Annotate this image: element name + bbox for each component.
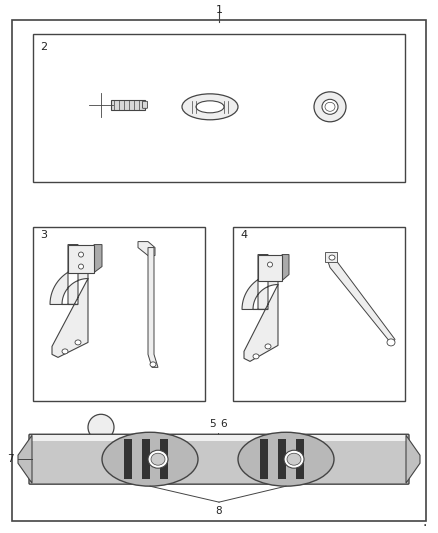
Ellipse shape xyxy=(75,340,81,345)
FancyBboxPatch shape xyxy=(296,439,304,479)
Text: .: . xyxy=(423,515,427,529)
Text: 2: 2 xyxy=(40,42,47,52)
Ellipse shape xyxy=(253,354,259,359)
Ellipse shape xyxy=(268,262,272,267)
Text: 8: 8 xyxy=(215,506,223,516)
Polygon shape xyxy=(328,257,395,344)
FancyBboxPatch shape xyxy=(160,439,168,479)
Ellipse shape xyxy=(322,99,338,114)
Text: 5: 5 xyxy=(209,419,216,429)
Ellipse shape xyxy=(150,362,156,367)
FancyBboxPatch shape xyxy=(111,100,145,110)
Ellipse shape xyxy=(314,92,346,122)
FancyBboxPatch shape xyxy=(142,101,148,108)
FancyBboxPatch shape xyxy=(233,227,405,401)
Ellipse shape xyxy=(102,432,198,486)
FancyBboxPatch shape xyxy=(68,245,94,272)
Polygon shape xyxy=(148,247,158,367)
Text: 1: 1 xyxy=(215,5,223,15)
Polygon shape xyxy=(138,241,155,255)
Ellipse shape xyxy=(78,252,84,257)
Ellipse shape xyxy=(387,339,395,346)
Ellipse shape xyxy=(287,453,301,465)
Text: 4: 4 xyxy=(240,230,247,240)
Polygon shape xyxy=(94,245,102,272)
Ellipse shape xyxy=(329,255,335,260)
FancyBboxPatch shape xyxy=(33,227,205,401)
Ellipse shape xyxy=(62,349,68,354)
Ellipse shape xyxy=(182,94,238,120)
Text: 7: 7 xyxy=(7,454,14,464)
Text: 6: 6 xyxy=(220,419,226,429)
Ellipse shape xyxy=(238,432,334,486)
Ellipse shape xyxy=(325,102,335,111)
Polygon shape xyxy=(406,435,420,483)
FancyBboxPatch shape xyxy=(142,439,150,479)
FancyBboxPatch shape xyxy=(325,252,337,262)
FancyBboxPatch shape xyxy=(260,439,268,479)
FancyBboxPatch shape xyxy=(278,439,286,479)
Ellipse shape xyxy=(151,453,165,465)
Ellipse shape xyxy=(88,414,114,440)
FancyBboxPatch shape xyxy=(258,255,282,280)
Ellipse shape xyxy=(265,344,271,349)
Polygon shape xyxy=(18,435,32,483)
FancyBboxPatch shape xyxy=(32,435,406,441)
Polygon shape xyxy=(242,255,278,361)
Ellipse shape xyxy=(284,450,304,468)
Ellipse shape xyxy=(148,450,168,468)
Ellipse shape xyxy=(78,264,84,269)
FancyBboxPatch shape xyxy=(124,439,132,479)
FancyBboxPatch shape xyxy=(12,20,426,521)
FancyBboxPatch shape xyxy=(33,34,405,182)
Polygon shape xyxy=(282,255,289,280)
Text: 3: 3 xyxy=(40,230,47,240)
FancyBboxPatch shape xyxy=(29,434,409,484)
Ellipse shape xyxy=(196,101,224,113)
Polygon shape xyxy=(50,245,88,358)
